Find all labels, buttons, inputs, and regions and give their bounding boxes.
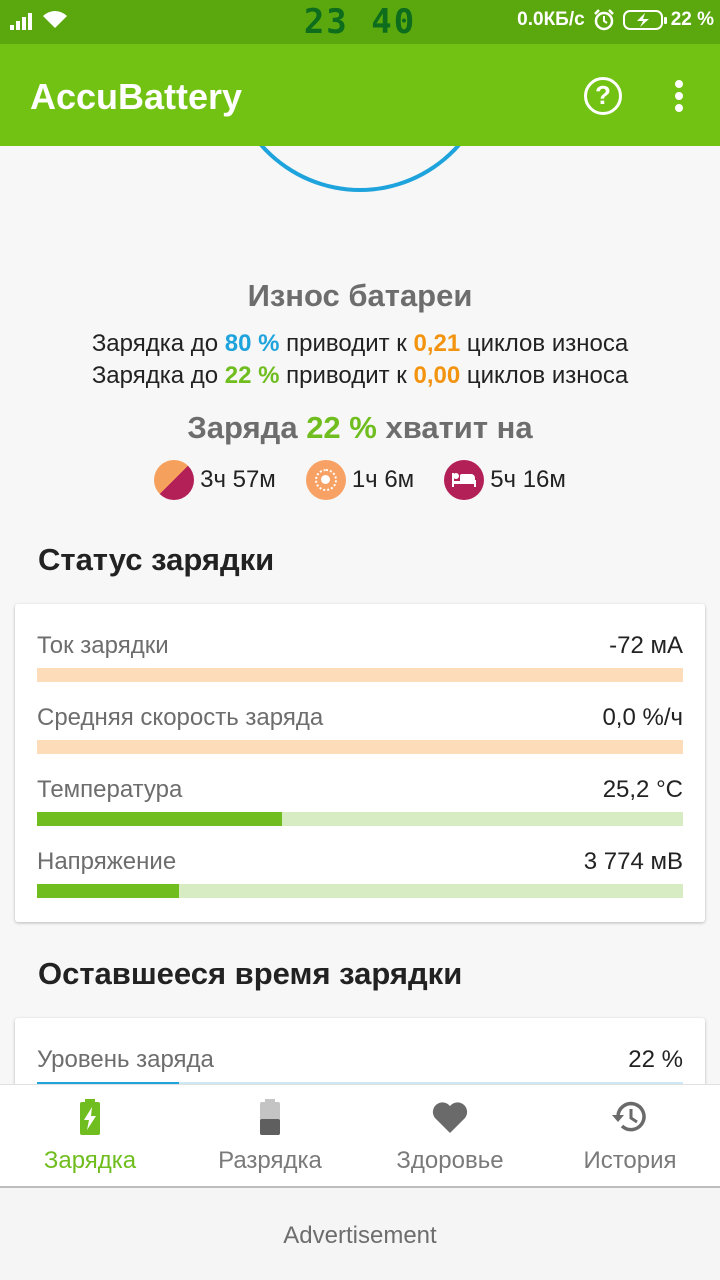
wear-text: циклов износа (460, 330, 629, 357)
enough-text: хватит на (376, 410, 533, 445)
nav-charging[interactable]: Зарядка (0, 1085, 180, 1189)
charging-status-card: Ток зарядки -72 мА Средняя скорость заря… (15, 604, 705, 922)
main-content[interactable]: Износ батареи Зарядка до 80 % приводит к… (0, 146, 720, 1084)
status-left (10, 10, 68, 30)
enough-percent: 22 % (306, 410, 377, 445)
remaining-time-card: Уровень заряда 22 % (15, 1018, 705, 1084)
status-time: 23 40 (303, 2, 417, 42)
estimate-value: 5ч 16м (490, 466, 566, 493)
stat-bar (37, 740, 683, 754)
battery-charging-icon (622, 10, 667, 30)
charging-status-title: Статус зарядки (38, 542, 275, 577)
battery-charging-icon (80, 1099, 100, 1135)
wear-line-2: Зарядка до 22 % приводит к 0,00 циклов и… (0, 362, 720, 390)
stat-bar (37, 812, 683, 826)
mixed-usage-icon (154, 460, 195, 500)
estimate-mixed: 3ч 57м (154, 460, 276, 500)
nav-health[interactable]: Здоровье (360, 1085, 540, 1189)
signal-icon (10, 12, 32, 30)
status-bar: 23 40 0.0КБ/с 22 % (0, 0, 720, 44)
estimate-screen-on: 1ч 6м (305, 460, 415, 500)
sleep-bed-icon (444, 460, 485, 500)
stat-bar (37, 884, 683, 898)
bottom-navigation: Зарядка Разрядка Здоровье История (0, 1084, 720, 1188)
wear-percent: 80 % (224, 330, 280, 357)
stat-label: Напряжение (37, 848, 177, 875)
estimate-sleep: 5ч 16м (444, 460, 566, 500)
more-dot (675, 80, 683, 88)
battery-percent: 22 % (670, 9, 714, 30)
wear-text: приводит к (279, 362, 414, 389)
nav-label: Зарядка (43, 1147, 137, 1174)
wifi-icon (43, 11, 67, 28)
app-title: AccuBattery (30, 76, 243, 117)
help-icon: ? (595, 80, 611, 110)
wear-text: Зарядка до (91, 330, 225, 357)
app-bar: AccuBattery ? (0, 44, 720, 146)
stat-value: 25,2 °C (602, 776, 683, 803)
stat-value: 3 774 мВ (583, 848, 683, 875)
wear-line-1: Зарядка до 80 % приводит к 0,21 циклов и… (0, 330, 720, 358)
wear-text: циклов износа (460, 362, 629, 389)
nav-label: Разрядка (218, 1147, 322, 1174)
enough-text: Заряда (187, 410, 307, 445)
enough-title: Заряда 22 % хватит на (0, 410, 720, 446)
wear-cycles: 0,21 (413, 330, 461, 357)
battery-level-arc (225, 146, 495, 192)
wear-text: Зарядка до (91, 362, 225, 389)
stat-label: Средняя скорость заряда (37, 704, 324, 731)
nav-history[interactable]: История (540, 1085, 720, 1189)
battery-discharge-icon (260, 1099, 280, 1135)
stat-bar (37, 1082, 683, 1084)
stat-value: 0,0 %/ч (602, 704, 683, 731)
stat-bar (37, 668, 683, 682)
wear-text: приводит к (279, 330, 414, 357)
alarm-icon (593, 9, 614, 31)
estimate-value: 3ч 57м (200, 466, 276, 493)
advertisement-banner[interactable]: Advertisement (0, 1188, 720, 1280)
wear-title: Износ батареи (247, 278, 473, 313)
advertisement-label: Advertisement (283, 1222, 437, 1249)
stat-value: -72 мА (609, 632, 683, 659)
stat-label: Температура (37, 776, 183, 803)
nav-label: Здоровье (396, 1147, 504, 1174)
estimate-value: 1ч 6м (351, 466, 415, 493)
estimates-row: 3ч 57м 1ч 6м 5ч 16м (0, 460, 720, 500)
nav-label: История (583, 1147, 677, 1174)
wear-percent: 22 % (224, 362, 280, 389)
network-speed: 0.0КБ/с (517, 9, 585, 30)
status-right: 0.0КБ/с 22 % (517, 9, 714, 31)
stat-label: Ток зарядки (37, 632, 169, 659)
stat-label: Уровень заряда (37, 1046, 214, 1073)
history-icon (612, 1101, 646, 1132)
nav-discharging[interactable]: Разрядка (180, 1085, 360, 1189)
more-dot (675, 104, 683, 112)
more-options-button[interactable] (664, 74, 694, 118)
more-dot (675, 92, 683, 100)
stat-value: 22 % (628, 1046, 683, 1073)
screen-on-sun-icon (305, 460, 346, 500)
remaining-time-title: Оставшееся время зарядки (38, 956, 463, 991)
help-button[interactable]: ? (584, 77, 622, 115)
heart-icon (432, 1102, 468, 1133)
wear-cycles: 0,00 (413, 362, 461, 389)
